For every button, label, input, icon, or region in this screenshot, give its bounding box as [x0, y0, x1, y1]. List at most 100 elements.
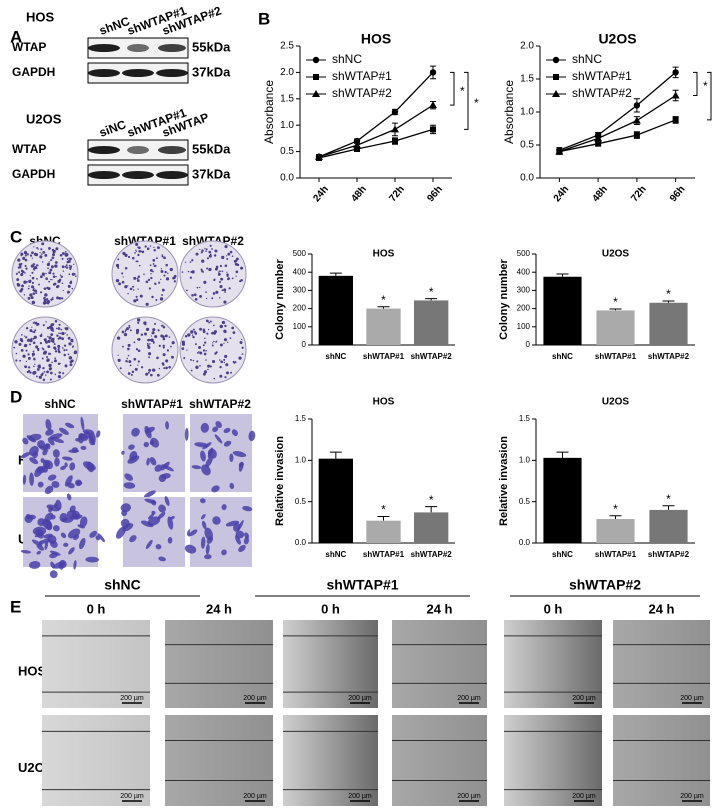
y-tick-label: 1.5 — [519, 414, 531, 423]
colony — [62, 270, 65, 272]
colony — [49, 378, 52, 381]
colony — [48, 336, 52, 340]
colony — [201, 270, 204, 273]
cell — [191, 465, 202, 470]
colony — [230, 371, 232, 374]
colony — [29, 293, 33, 297]
colony — [133, 341, 136, 344]
colony — [136, 260, 139, 263]
colony — [205, 359, 207, 361]
colony — [199, 364, 201, 367]
cell — [207, 447, 214, 459]
colony — [137, 246, 141, 250]
colony — [163, 274, 166, 277]
colony — [226, 258, 229, 261]
colony — [27, 353, 30, 356]
bracket — [707, 71, 712, 121]
colony — [203, 280, 207, 284]
colony — [154, 282, 157, 285]
bar — [596, 310, 635, 345]
colony — [226, 341, 229, 344]
colony — [32, 322, 35, 324]
colony — [215, 265, 219, 269]
colony — [238, 356, 242, 360]
colony — [213, 278, 216, 282]
colony — [42, 366, 45, 370]
colony — [215, 351, 218, 354]
colony — [135, 298, 139, 302]
colony — [52, 340, 55, 344]
colony — [151, 331, 155, 335]
colony — [23, 294, 26, 296]
cell — [45, 520, 53, 531]
colony — [33, 357, 36, 360]
colony — [116, 336, 121, 340]
error-bar — [425, 506, 438, 513]
colony — [69, 360, 73, 364]
y-tick-label: 0.0 — [519, 538, 531, 547]
colony — [48, 325, 53, 329]
y-tick-label: 1.0 — [519, 455, 531, 464]
line — [318, 128, 434, 159]
colony — [204, 337, 206, 340]
error-bar — [556, 273, 569, 277]
colony — [169, 267, 173, 272]
colony — [203, 370, 207, 374]
colony — [181, 271, 184, 273]
colony — [43, 275, 45, 277]
colony — [127, 347, 130, 351]
colony — [122, 251, 126, 256]
scale-label: 200 µm — [120, 695, 144, 702]
colony — [57, 348, 60, 351]
x-tick-label: shWTAP#1 — [595, 352, 637, 361]
colony — [48, 280, 51, 283]
panel-label: A — [10, 27, 22, 46]
error-bar — [609, 515, 622, 520]
blot-band — [158, 146, 186, 154]
colony — [47, 335, 49, 338]
colony — [229, 337, 232, 340]
cell — [167, 537, 173, 544]
blot-band — [158, 44, 186, 52]
colony — [135, 260, 138, 263]
colony — [220, 277, 223, 280]
bracket — [464, 71, 469, 130]
colony — [38, 283, 40, 286]
cell — [221, 549, 227, 556]
colony — [46, 358, 50, 362]
colony — [154, 264, 157, 267]
x-tick-label: shWTAP#1 — [595, 550, 637, 559]
colony — [209, 244, 212, 247]
colony — [207, 368, 209, 371]
error-bar — [377, 516, 390, 521]
colony — [122, 276, 124, 278]
colony — [34, 329, 37, 332]
wound-image — [392, 620, 487, 708]
colony — [138, 249, 141, 253]
bar — [649, 509, 688, 543]
cell — [85, 556, 99, 563]
colony — [36, 324, 38, 326]
cell — [34, 532, 45, 538]
point — [595, 140, 602, 147]
colony — [235, 270, 239, 274]
colony — [67, 336, 71, 340]
y-tick-label: 0.5 — [295, 497, 307, 506]
colony — [137, 275, 141, 279]
y-tick-label: 2.0 — [520, 41, 534, 52]
colony — [137, 253, 140, 257]
cell — [131, 427, 140, 437]
colony — [190, 359, 192, 361]
colony — [184, 261, 187, 263]
colony — [131, 256, 135, 260]
colony — [53, 359, 57, 363]
colony — [49, 268, 53, 272]
colony — [71, 287, 74, 290]
colony — [124, 329, 127, 332]
colony — [56, 296, 60, 300]
x-tick-label: 72h — [629, 184, 649, 204]
colony — [192, 334, 194, 336]
y-tick-label: 100 — [293, 322, 307, 331]
colony — [193, 330, 197, 334]
colony — [26, 327, 29, 330]
